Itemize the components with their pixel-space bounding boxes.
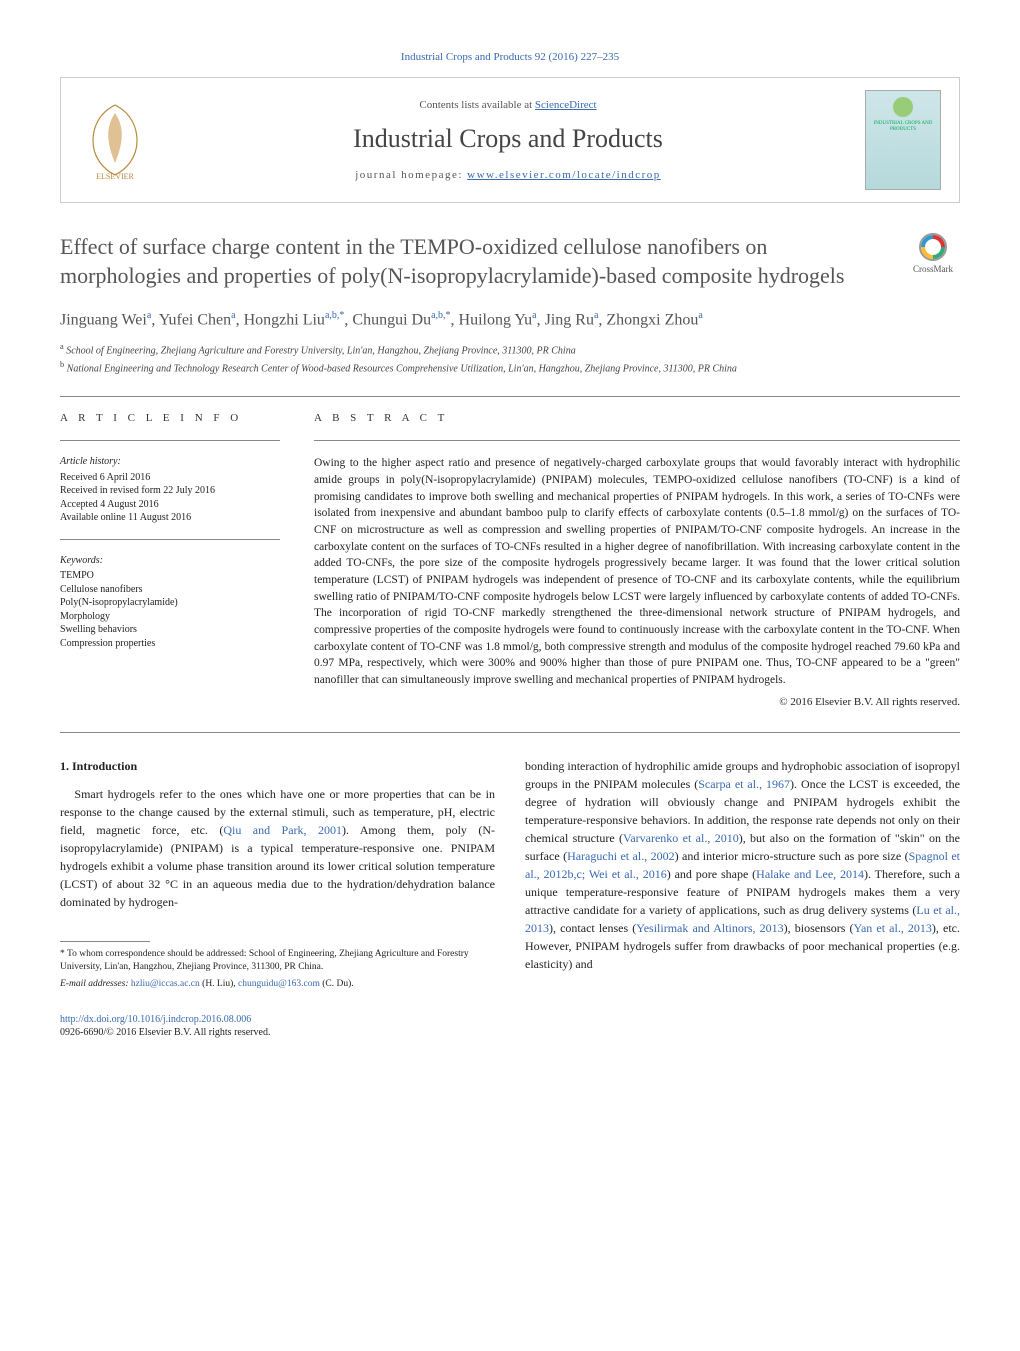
intro-para-right: bonding interaction of hydrophilic amide… (525, 757, 960, 973)
elsevier-logo: ELSEVIER (79, 99, 151, 181)
authors: Jinguang Weia, Yufei Chena, Hongzhi Liua… (60, 309, 960, 332)
divider (60, 440, 280, 441)
email-link-2[interactable]: chunguidu@163.com (238, 979, 320, 989)
keywords-label: Keywords: (60, 554, 280, 568)
history-line: Available online 11 August 2016 (60, 511, 280, 525)
footnotes: * To whom correspondence should be addre… (60, 948, 495, 990)
intro-para-left: Smart hydrogels refer to the ones which … (60, 785, 495, 911)
right-column: bonding interaction of hydrophilic amide… (525, 757, 960, 1039)
email-who-2: (C. Du). (320, 979, 354, 989)
citation-link[interactable]: Halake and Lee, 2014 (756, 867, 864, 881)
keyword: Swelling behaviors (60, 623, 280, 637)
footer-refs: http://dx.doi.org/10.1016/j.indcrop.2016… (60, 1013, 495, 1040)
crossmark-badge[interactable]: CrossMark (906, 233, 960, 276)
article-title: Effect of surface charge content in the … (60, 233, 886, 290)
contents-prefix: Contents lists available at (419, 99, 534, 111)
citation-link[interactable]: Yesilirmak and Altinors, 2013 (636, 921, 783, 935)
cover-logo-icon (893, 97, 913, 117)
header-citation: Industrial Crops and Products 92 (2016) … (60, 50, 960, 65)
abstract-heading: A B S T R A C T (314, 411, 960, 426)
history-line: Received 6 April 2016 (60, 471, 280, 485)
sciencedirect-link[interactable]: ScienceDirect (535, 99, 597, 111)
history-line: Accepted 4 August 2016 (60, 498, 280, 512)
email-who-1: (H. Liu), (200, 979, 238, 989)
citation-link[interactable]: Qiu and Park, 2001 (223, 823, 342, 837)
divider (60, 539, 280, 540)
cover-text: INDUSTRIAL CROPS AND PRODUCTS (866, 121, 940, 132)
homepage-link[interactable]: www.elsevier.com/locate/indcrop (467, 169, 661, 181)
crossmark-icon (919, 233, 947, 261)
homepage-line: journal homepage: www.elsevier.com/locat… (167, 168, 849, 183)
keyword: Poly(N-isopropylacrylamide) (60, 596, 280, 610)
abstract-col: A B S T R A C T Owing to the higher aspe… (314, 411, 960, 710)
affiliation-a: School of Engineering, Zhejiang Agricult… (66, 346, 576, 357)
affiliation-b: National Engineering and Technology Rese… (67, 363, 737, 374)
issn-copyright: 0926-6690/© 2016 Elsevier B.V. All right… (60, 1026, 495, 1040)
left-column: 1. Introduction Smart hydrogels refer to… (60, 757, 495, 1039)
article-info-col: A R T I C L E I N F O Article history: R… (60, 411, 280, 710)
doi-link[interactable]: http://dx.doi.org/10.1016/j.indcrop.2016… (60, 1014, 251, 1025)
footnote-rule (60, 941, 150, 942)
divider (60, 732, 960, 733)
svg-text:ELSEVIER: ELSEVIER (96, 172, 134, 181)
body-columns: 1. Introduction Smart hydrogels refer to… (60, 757, 960, 1039)
divider (60, 396, 960, 397)
journal-name: Industrial Crops and Products (167, 121, 849, 157)
info-abstract-row: A R T I C L E I N F O Article history: R… (60, 411, 960, 710)
header-center: Contents lists available at ScienceDirec… (167, 98, 849, 183)
keyword: Cellulose nanofibers (60, 583, 280, 597)
citation-link[interactable]: Scarpa et al., 1967 (698, 777, 790, 791)
keyword: TEMPO (60, 569, 280, 583)
article-info-heading: A R T I C L E I N F O (60, 411, 280, 426)
keyword: Compression properties (60, 637, 280, 651)
abstract-copyright: © 2016 Elsevier B.V. All rights reserved… (314, 695, 960, 710)
citation-link[interactable]: Haraguchi et al., 2002 (567, 849, 675, 863)
abstract-text: Owing to the higher aspect ratio and pre… (314, 455, 960, 688)
crossmark-label: CrossMark (913, 264, 953, 274)
history-label: Article history: (60, 455, 280, 469)
email-link-1[interactable]: hzliu@iccas.ac.cn (131, 979, 200, 989)
affiliations: a School of Engineering, Zhejiang Agricu… (60, 341, 960, 376)
divider (314, 440, 960, 441)
corr-footnote: * To whom correspondence should be addre… (60, 948, 495, 974)
keywords-block: Keywords: TEMPO Cellulose nanofibers Pol… (60, 554, 280, 651)
history-line: Received in revised form 22 July 2016 (60, 484, 280, 498)
header-box: ELSEVIER Contents lists available at Sci… (60, 77, 960, 203)
intro-heading: 1. Introduction (60, 757, 495, 775)
homepage-prefix: journal homepage: (355, 169, 467, 181)
email-footnote: E-mail addresses: hzliu@iccas.ac.cn (H. … (60, 978, 495, 991)
citation-link[interactable]: Varvarenko et al., 2010 (623, 831, 739, 845)
article-history-block: Article history: Received 6 April 2016 R… (60, 455, 280, 525)
citation-link[interactable]: Yan et al., 2013 (854, 921, 932, 935)
keyword: Morphology (60, 610, 280, 624)
title-row: Effect of surface charge content in the … (60, 233, 960, 290)
email-label: E-mail addresses: (60, 979, 131, 989)
journal-cover-thumb: INDUSTRIAL CROPS AND PRODUCTS (865, 90, 941, 190)
contents-line: Contents lists available at ScienceDirec… (167, 98, 849, 113)
